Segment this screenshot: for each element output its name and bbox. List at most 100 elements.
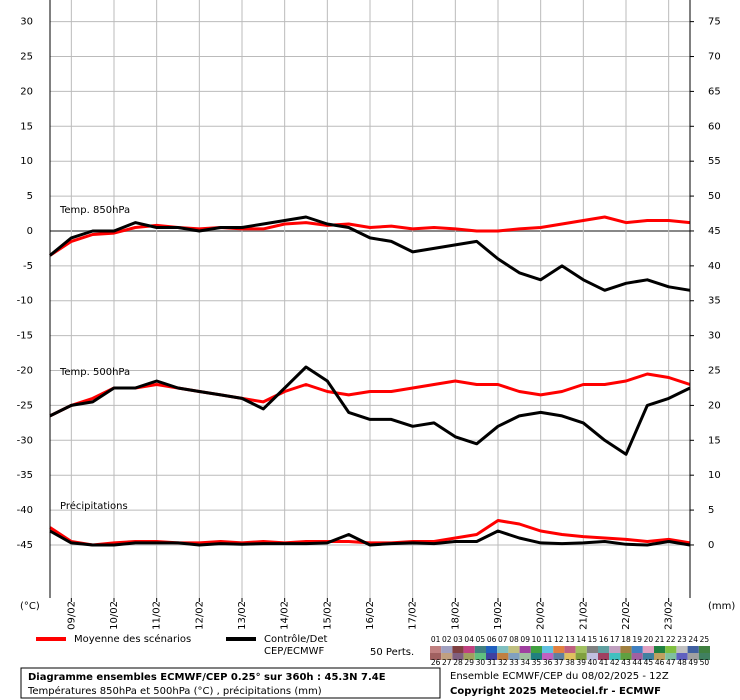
- y-unit: (°C): [20, 601, 40, 612]
- y-tick-label: -40: [17, 505, 33, 516]
- perturbation-swatch: [463, 646, 475, 653]
- y-tick-label: 25: [20, 52, 33, 63]
- perturbation-swatch: [530, 653, 542, 660]
- perturbation-swatch: [508, 653, 520, 660]
- y-tick-label: 0: [27, 226, 33, 237]
- perturbation-number: 21: [655, 635, 665, 644]
- panel-label: Précipitations: [60, 500, 128, 512]
- perturbation-number: 20: [644, 635, 654, 644]
- perturbation-swatch: [553, 646, 565, 653]
- perturbation-number: 28: [453, 658, 463, 667]
- x-tick-label: 11/02: [152, 601, 163, 630]
- perturbation-number: 47: [666, 658, 676, 667]
- perturbation-number: 34: [520, 658, 530, 667]
- series-line: [49, 365, 691, 456]
- perturbation-number: 17: [610, 635, 620, 644]
- perturbation-swatch: [430, 646, 442, 653]
- perturbation-swatch: [553, 653, 565, 660]
- perturbation-swatch: [519, 653, 531, 660]
- legend-label: CEP/ECMWF: [264, 646, 325, 657]
- x-tick-label: 17/02: [408, 601, 419, 630]
- perturbation-number: 32: [498, 658, 508, 667]
- perturbation-number: 36: [543, 658, 553, 667]
- footer-box: [20, 667, 441, 699]
- y-tick-label: -20: [17, 366, 33, 377]
- legend-label: Contrôle/Det: [264, 633, 328, 645]
- perturbation-swatch: [519, 646, 531, 653]
- perturbation-swatch: [441, 653, 453, 660]
- lines: [49, 215, 691, 547]
- perturbation-number: 43: [621, 658, 631, 667]
- perturbation-swatch: [474, 653, 486, 660]
- perturbation-number: 22: [666, 635, 676, 644]
- perturbation-swatch: [474, 646, 486, 653]
- x-tick-label: 21/02: [578, 601, 589, 630]
- perturbation-number: 18: [621, 635, 631, 644]
- y-tick-label: -35: [17, 470, 33, 481]
- perturbation-number: 13: [565, 635, 575, 644]
- footer-copyright: Copyright 2025 Meteociel.fr - ECMWF: [450, 686, 661, 697]
- y2-tick-label: 15: [708, 435, 721, 446]
- perturbation-number: 15: [588, 635, 598, 644]
- y2-tick-label: 20: [708, 400, 721, 411]
- perturbation-number: 49: [688, 658, 698, 667]
- series-line: [49, 372, 691, 418]
- panel-label: Temp. 850hPa: [59, 205, 130, 216]
- y2-tick-label: 55: [708, 156, 721, 167]
- x-tick-label: 10/02: [109, 601, 120, 630]
- perturbation-number: 31: [487, 658, 497, 667]
- perturbation-swatch: [441, 646, 453, 653]
- perturbation-number: 03: [453, 635, 463, 644]
- perturbation-number: 19: [632, 635, 642, 644]
- y2-tick-label: 35: [708, 296, 721, 307]
- perturbation-number: 06: [487, 635, 497, 644]
- perturbation-swatch: [631, 646, 643, 653]
- x-tick-label: 19/02: [493, 601, 504, 630]
- perturbation-number: 48: [677, 658, 687, 667]
- perturbation-number: 46: [655, 658, 665, 667]
- perturbation-swatch: [687, 653, 699, 660]
- perturbation-number: 11: [543, 635, 553, 644]
- perturbation-swatch: [698, 646, 710, 653]
- perturbation-swatch: [654, 646, 666, 653]
- y2-tick-label: 75: [708, 17, 721, 28]
- perturbation-number: 09: [520, 635, 530, 644]
- perturbation-swatch: [620, 653, 632, 660]
- perturbation-swatch: [497, 653, 509, 660]
- perturbation-swatch: [530, 646, 542, 653]
- perturbation-swatch: [586, 653, 598, 660]
- perturbation-number: 44: [632, 658, 642, 667]
- perturbation-swatch: [463, 653, 475, 660]
- perturbation-number: 26: [431, 658, 441, 667]
- y2-tick-label: 40: [708, 261, 721, 272]
- perturbation-number: 45: [644, 658, 654, 667]
- perturbation-swatch: [609, 646, 621, 653]
- perturbation-number: 37: [554, 658, 564, 667]
- perturbation-number: 10: [532, 635, 542, 644]
- perturbation-number: 40: [588, 658, 598, 667]
- perturbation-swatch: [687, 646, 699, 653]
- perturbation-number: 23: [677, 635, 687, 644]
- y-tick-label: 30: [20, 17, 33, 28]
- perturbation-swatch: [598, 646, 610, 653]
- perturbation-number: 12: [554, 635, 564, 644]
- perturbation-number: 41: [599, 658, 609, 667]
- x-tick-label: 09/02: [66, 601, 77, 630]
- x-tick-label: 20/02: [536, 601, 547, 630]
- y-tick-label: -45: [17, 540, 33, 551]
- y-tick-label: -30: [17, 435, 33, 446]
- x-tick-label: 16/02: [365, 601, 376, 630]
- perturbation-number: 25: [700, 635, 710, 644]
- perturbation-number: 39: [576, 658, 586, 667]
- perturbation-swatch: [497, 646, 509, 653]
- perturbations-label: 50 Perts.: [370, 647, 414, 658]
- perturbation-swatch: [564, 653, 576, 660]
- perturbation-number: 14: [576, 635, 586, 644]
- perturbation-swatch: [575, 653, 587, 660]
- perturbation-number: 01: [431, 635, 441, 644]
- perturbation-number: 35: [532, 658, 542, 667]
- footer-run: Ensemble ECMWF/CEP du 08/02/2025 - 12Z: [450, 671, 669, 682]
- perturbation-swatch: [620, 646, 632, 653]
- perturbation-number: 50: [700, 658, 710, 667]
- perturbation-number: 24: [688, 635, 698, 644]
